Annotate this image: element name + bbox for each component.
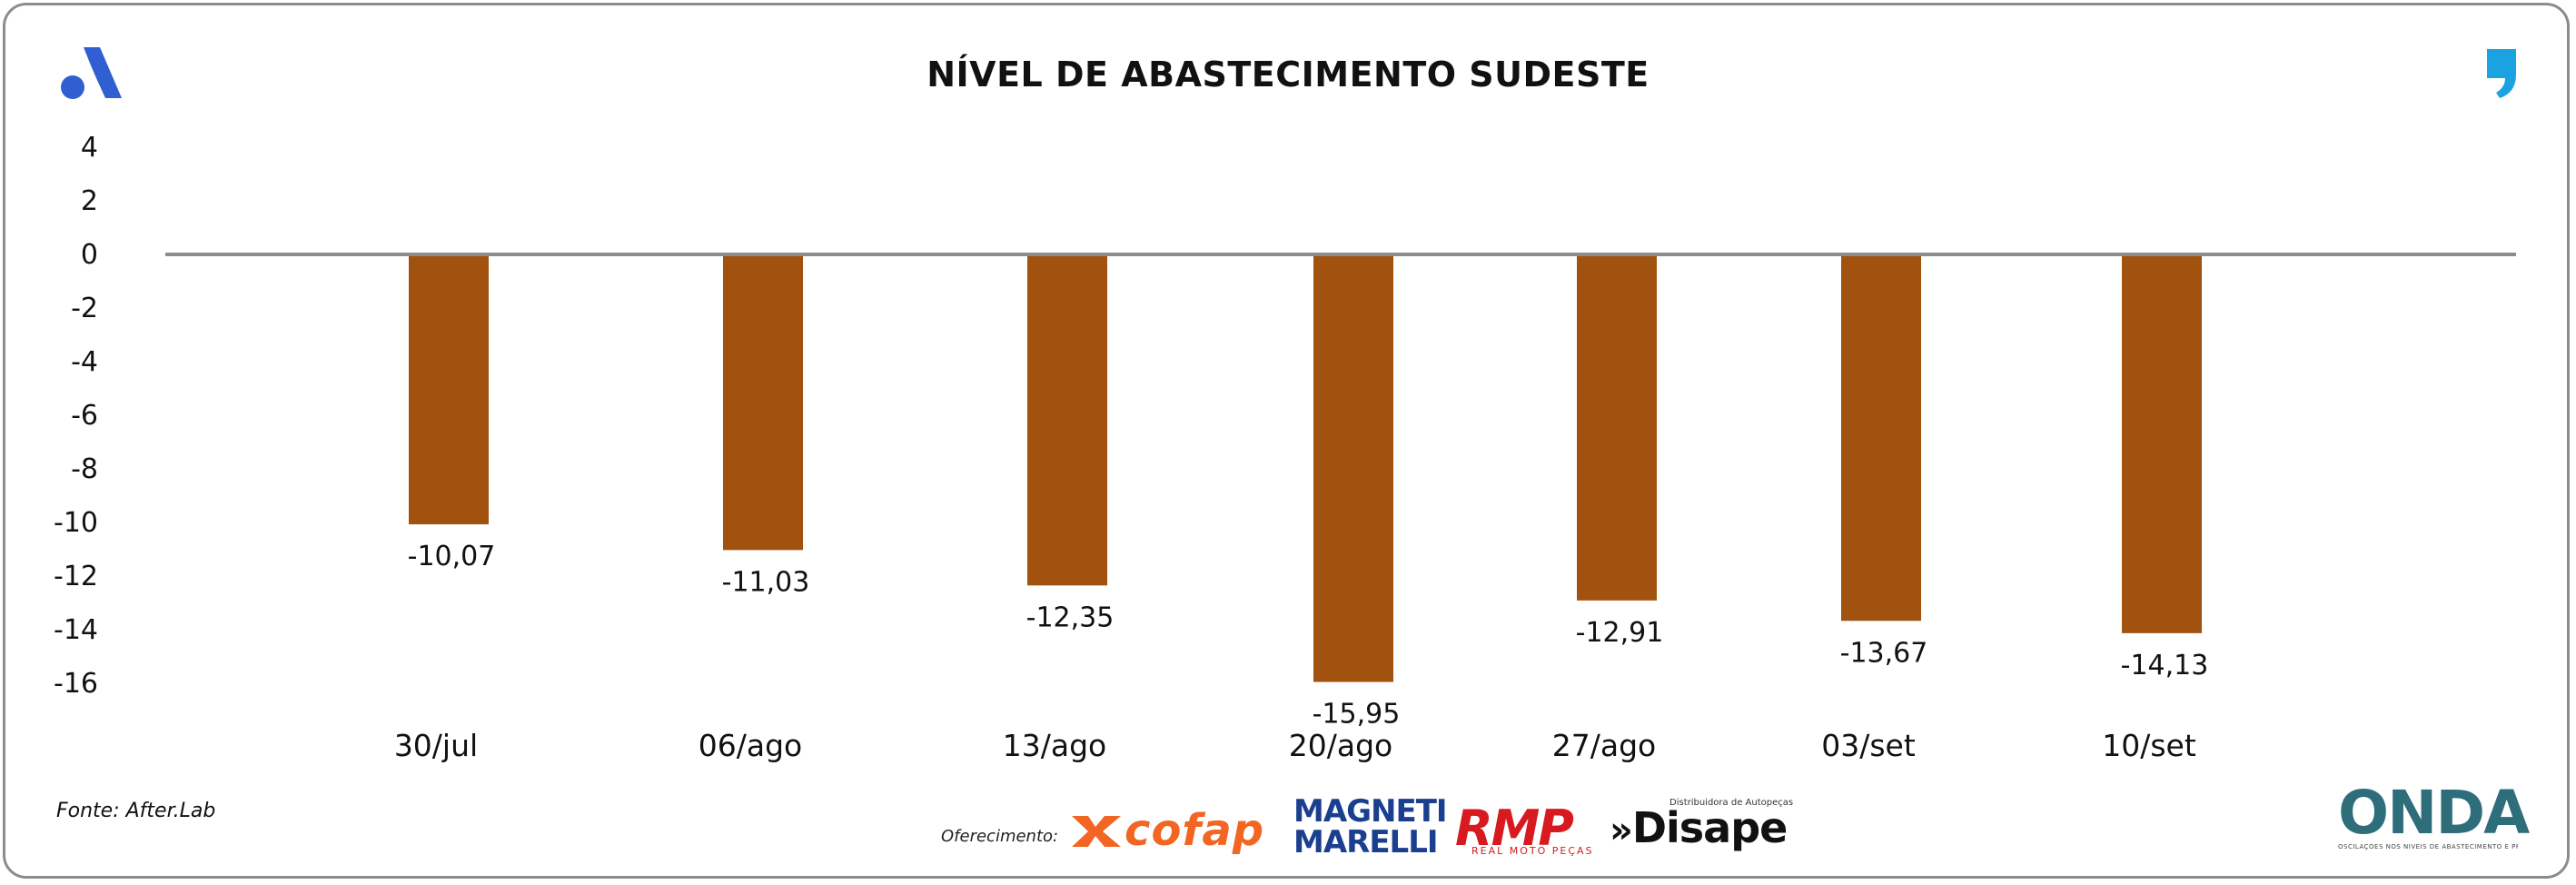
onda-tagline: OSCILAÇÕES NOS NÍVEIS DE ABASTECIMENTO E… — [2338, 843, 2518, 850]
y-tick-label: 2 — [81, 185, 98, 217]
bar — [1841, 254, 1921, 621]
data-label: -15,95 — [1313, 699, 1401, 731]
y-tick-label: 0 — [81, 239, 98, 271]
cofap-logo-icon — [1072, 816, 1121, 847]
sponsor-disape-text: Disape — [1631, 803, 1788, 852]
bar — [2122, 254, 2202, 633]
data-label: -13,67 — [1840, 637, 1928, 669]
data-labels: -10,07 -11,03 -12,35 -15,95 -12,91 -13,67 -14,… — [408, 541, 2209, 730]
sponsor-magneti-marelli: MAGNETI MARELLI — [1293, 793, 1448, 860]
y-axis-ticks: 4 2 0 -2 -4 -6 -8 -10 -12 -14 -16 — [54, 132, 98, 700]
y-tick-label: -6 — [71, 400, 98, 432]
y-tick-label: -8 — [71, 453, 98, 485]
x-tick-label: 03/set — [1821, 728, 1916, 763]
bar — [409, 254, 489, 525]
chart-title: NÍVEL DE ABASTECIMENTO SUDESTE — [926, 55, 1650, 94]
source-note: Fonte: After.Lab — [56, 800, 216, 822]
y-tick-label: -10 — [54, 507, 98, 539]
y-tick-label: -4 — [71, 346, 98, 378]
sponsor-label: Oferecimento: — [941, 827, 1059, 846]
y-tick-label: 4 — [81, 132, 98, 164]
y-tick-label: -12 — [54, 561, 98, 592]
x-tick-label: 06/ago — [698, 728, 802, 763]
bar — [723, 254, 803, 551]
y-tick-label: -2 — [71, 293, 98, 324]
afterlab-logo-icon — [61, 47, 122, 99]
x-axis-ticks: 30/jul 06/ago 13/ago 20/ago 27/ago 03/set 10/s… — [394, 728, 2196, 763]
sponsor-cofap-text: cofap — [1125, 805, 1265, 856]
data-label: -14,13 — [2121, 650, 2209, 681]
sponsor-rmp: RMP — [1455, 800, 1574, 857]
sponsor-rmp-subtitle: REAL MOTO PEÇAS — [1471, 845, 1594, 857]
y-tick-label: -16 — [54, 668, 98, 700]
data-label: -10,07 — [408, 541, 496, 572]
bar — [1577, 254, 1657, 601]
x-tick-label: 20/ago — [1289, 728, 1392, 763]
sponsor-cofap: cofap — [1125, 805, 1264, 856]
quote-mark-icon — [2487, 49, 2516, 98]
x-tick-label: 13/ago — [1003, 728, 1106, 763]
sponsor-disape-subtitle: Distribuidora de Autopeças — [1669, 798, 1794, 808]
y-tick-label: -14 — [54, 614, 98, 646]
bar — [1313, 254, 1393, 682]
sponsor-disape: »Disape — [1610, 803, 1788, 852]
data-label: -12,35 — [1026, 602, 1115, 633]
disape-chevron-icon: » — [1610, 810, 1633, 851]
x-tick-label: 27/ago — [1552, 728, 1656, 763]
x-tick-label: 30/jul — [394, 728, 478, 763]
data-label: -12,91 — [1576, 617, 1664, 649]
bar — [1027, 254, 1107, 586]
bars — [409, 254, 2202, 682]
data-label: -11,03 — [722, 566, 810, 598]
onda-logo: ONDA — [2338, 778, 2530, 848]
x-tick-label: 10/set — [2102, 728, 2196, 763]
